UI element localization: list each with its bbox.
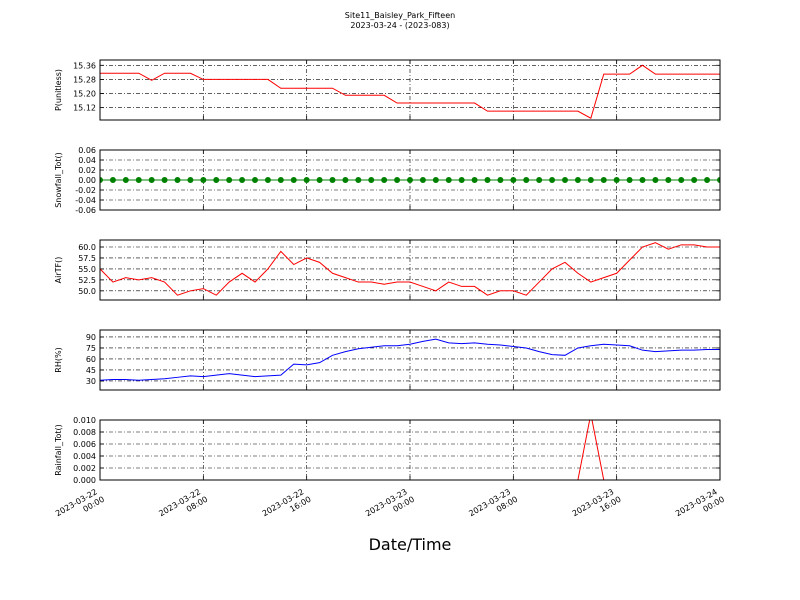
data-point bbox=[613, 177, 620, 183]
data-line bbox=[100, 64, 720, 119]
y-tick-label: 0.000 bbox=[73, 476, 96, 485]
data-point bbox=[161, 177, 168, 183]
data-point bbox=[600, 177, 607, 183]
data-point bbox=[100, 177, 103, 183]
data-point bbox=[484, 177, 491, 183]
data-line bbox=[100, 242, 720, 296]
y-axis-label: Rainfall_Tot() bbox=[54, 424, 63, 476]
data-point bbox=[407, 177, 413, 183]
y-tick-label: -0.06 bbox=[75, 206, 96, 215]
y-tick-label: 0.008 bbox=[73, 428, 96, 437]
y-tick-label: 0.002 bbox=[73, 464, 96, 473]
y-tick-label: 15.20 bbox=[73, 90, 96, 99]
data-point bbox=[652, 177, 659, 183]
chart-title: Site11_Baisley_Park_Fifteen bbox=[345, 11, 455, 20]
y-tick-label: 50.0 bbox=[78, 287, 96, 296]
data-point bbox=[252, 177, 258, 183]
y-tick-label: 52.5 bbox=[78, 276, 96, 285]
data-point bbox=[510, 177, 517, 183]
axes-frame bbox=[99, 149, 721, 211]
y-tick-label: 57.5 bbox=[78, 254, 96, 263]
data-point bbox=[717, 177, 720, 183]
data-point bbox=[200, 177, 207, 183]
x-axis-label: Date/Time bbox=[369, 535, 452, 554]
data-point bbox=[277, 177, 284, 183]
data-point bbox=[264, 177, 271, 183]
y-tick-label: 0.04 bbox=[78, 156, 96, 165]
y-tick-label: 0.06 bbox=[78, 146, 96, 155]
y-tick-label: 0.004 bbox=[73, 452, 96, 461]
y-tick-label: 15.36 bbox=[73, 61, 96, 70]
y-tick-label: 75 bbox=[86, 344, 96, 353]
y-tick-label: 0.006 bbox=[73, 440, 96, 449]
data-point bbox=[368, 177, 375, 183]
data-point bbox=[523, 177, 530, 183]
data-point bbox=[355, 177, 362, 183]
data-point bbox=[122, 177, 129, 183]
data-point bbox=[549, 177, 556, 183]
y-axis-label: P(unitless) bbox=[54, 69, 63, 111]
data-point bbox=[187, 177, 194, 183]
data-point bbox=[213, 177, 220, 183]
data-point bbox=[394, 177, 401, 183]
y-axis-label: Snowfall_Tot() bbox=[54, 152, 63, 208]
axes-frame bbox=[99, 419, 721, 481]
data-point bbox=[290, 177, 297, 183]
data-point bbox=[316, 177, 323, 183]
y-tick-label: 55.0 bbox=[78, 265, 96, 274]
data-point bbox=[587, 177, 594, 183]
data-point bbox=[665, 177, 672, 183]
axes-frame bbox=[99, 239, 721, 301]
y-tick-label: 15.12 bbox=[73, 104, 96, 113]
y-tick-label: 15.28 bbox=[73, 75, 96, 84]
data-point bbox=[562, 177, 568, 183]
data-point bbox=[174, 177, 181, 183]
data-point bbox=[109, 177, 116, 183]
data-point bbox=[691, 177, 698, 183]
data-point bbox=[536, 177, 543, 183]
data-point bbox=[626, 177, 633, 183]
chart-subtitle: 2023-03-24 - (2023-083) bbox=[350, 21, 449, 30]
data-point bbox=[303, 177, 310, 183]
data-point bbox=[445, 177, 452, 183]
data-point bbox=[639, 177, 646, 183]
data-point bbox=[574, 177, 581, 183]
data-point bbox=[342, 177, 349, 183]
data-point bbox=[419, 177, 426, 183]
y-tick-label: 30 bbox=[86, 377, 96, 386]
axes-frame bbox=[99, 59, 721, 121]
data-point bbox=[471, 177, 478, 183]
data-point bbox=[704, 177, 711, 183]
axes-frame bbox=[99, 329, 721, 391]
y-tick-label: 60 bbox=[86, 355, 96, 364]
y-axis-label: RH(%) bbox=[54, 347, 63, 372]
y-tick-label: 0.00 bbox=[78, 176, 96, 185]
data-point bbox=[458, 177, 465, 183]
y-tick-label: 90 bbox=[86, 333, 96, 342]
data-point bbox=[329, 177, 336, 183]
data-point bbox=[678, 177, 685, 183]
data-point bbox=[148, 177, 155, 183]
y-tick-label: 60.0 bbox=[78, 243, 96, 252]
y-tick-label: 0.010 bbox=[73, 416, 96, 425]
data-point bbox=[497, 177, 504, 183]
y-tick-label: 45 bbox=[86, 366, 96, 375]
y-axis-label: AirTF() bbox=[54, 257, 63, 284]
data-line bbox=[100, 338, 720, 381]
data-point bbox=[135, 177, 142, 183]
data-point bbox=[226, 177, 233, 183]
data-point bbox=[381, 177, 388, 183]
data-point bbox=[432, 177, 439, 183]
data-point bbox=[239, 177, 246, 183]
y-tick-label: -0.04 bbox=[75, 196, 96, 205]
y-tick-label: -0.02 bbox=[75, 186, 96, 195]
y-tick-label: 0.02 bbox=[78, 166, 96, 175]
